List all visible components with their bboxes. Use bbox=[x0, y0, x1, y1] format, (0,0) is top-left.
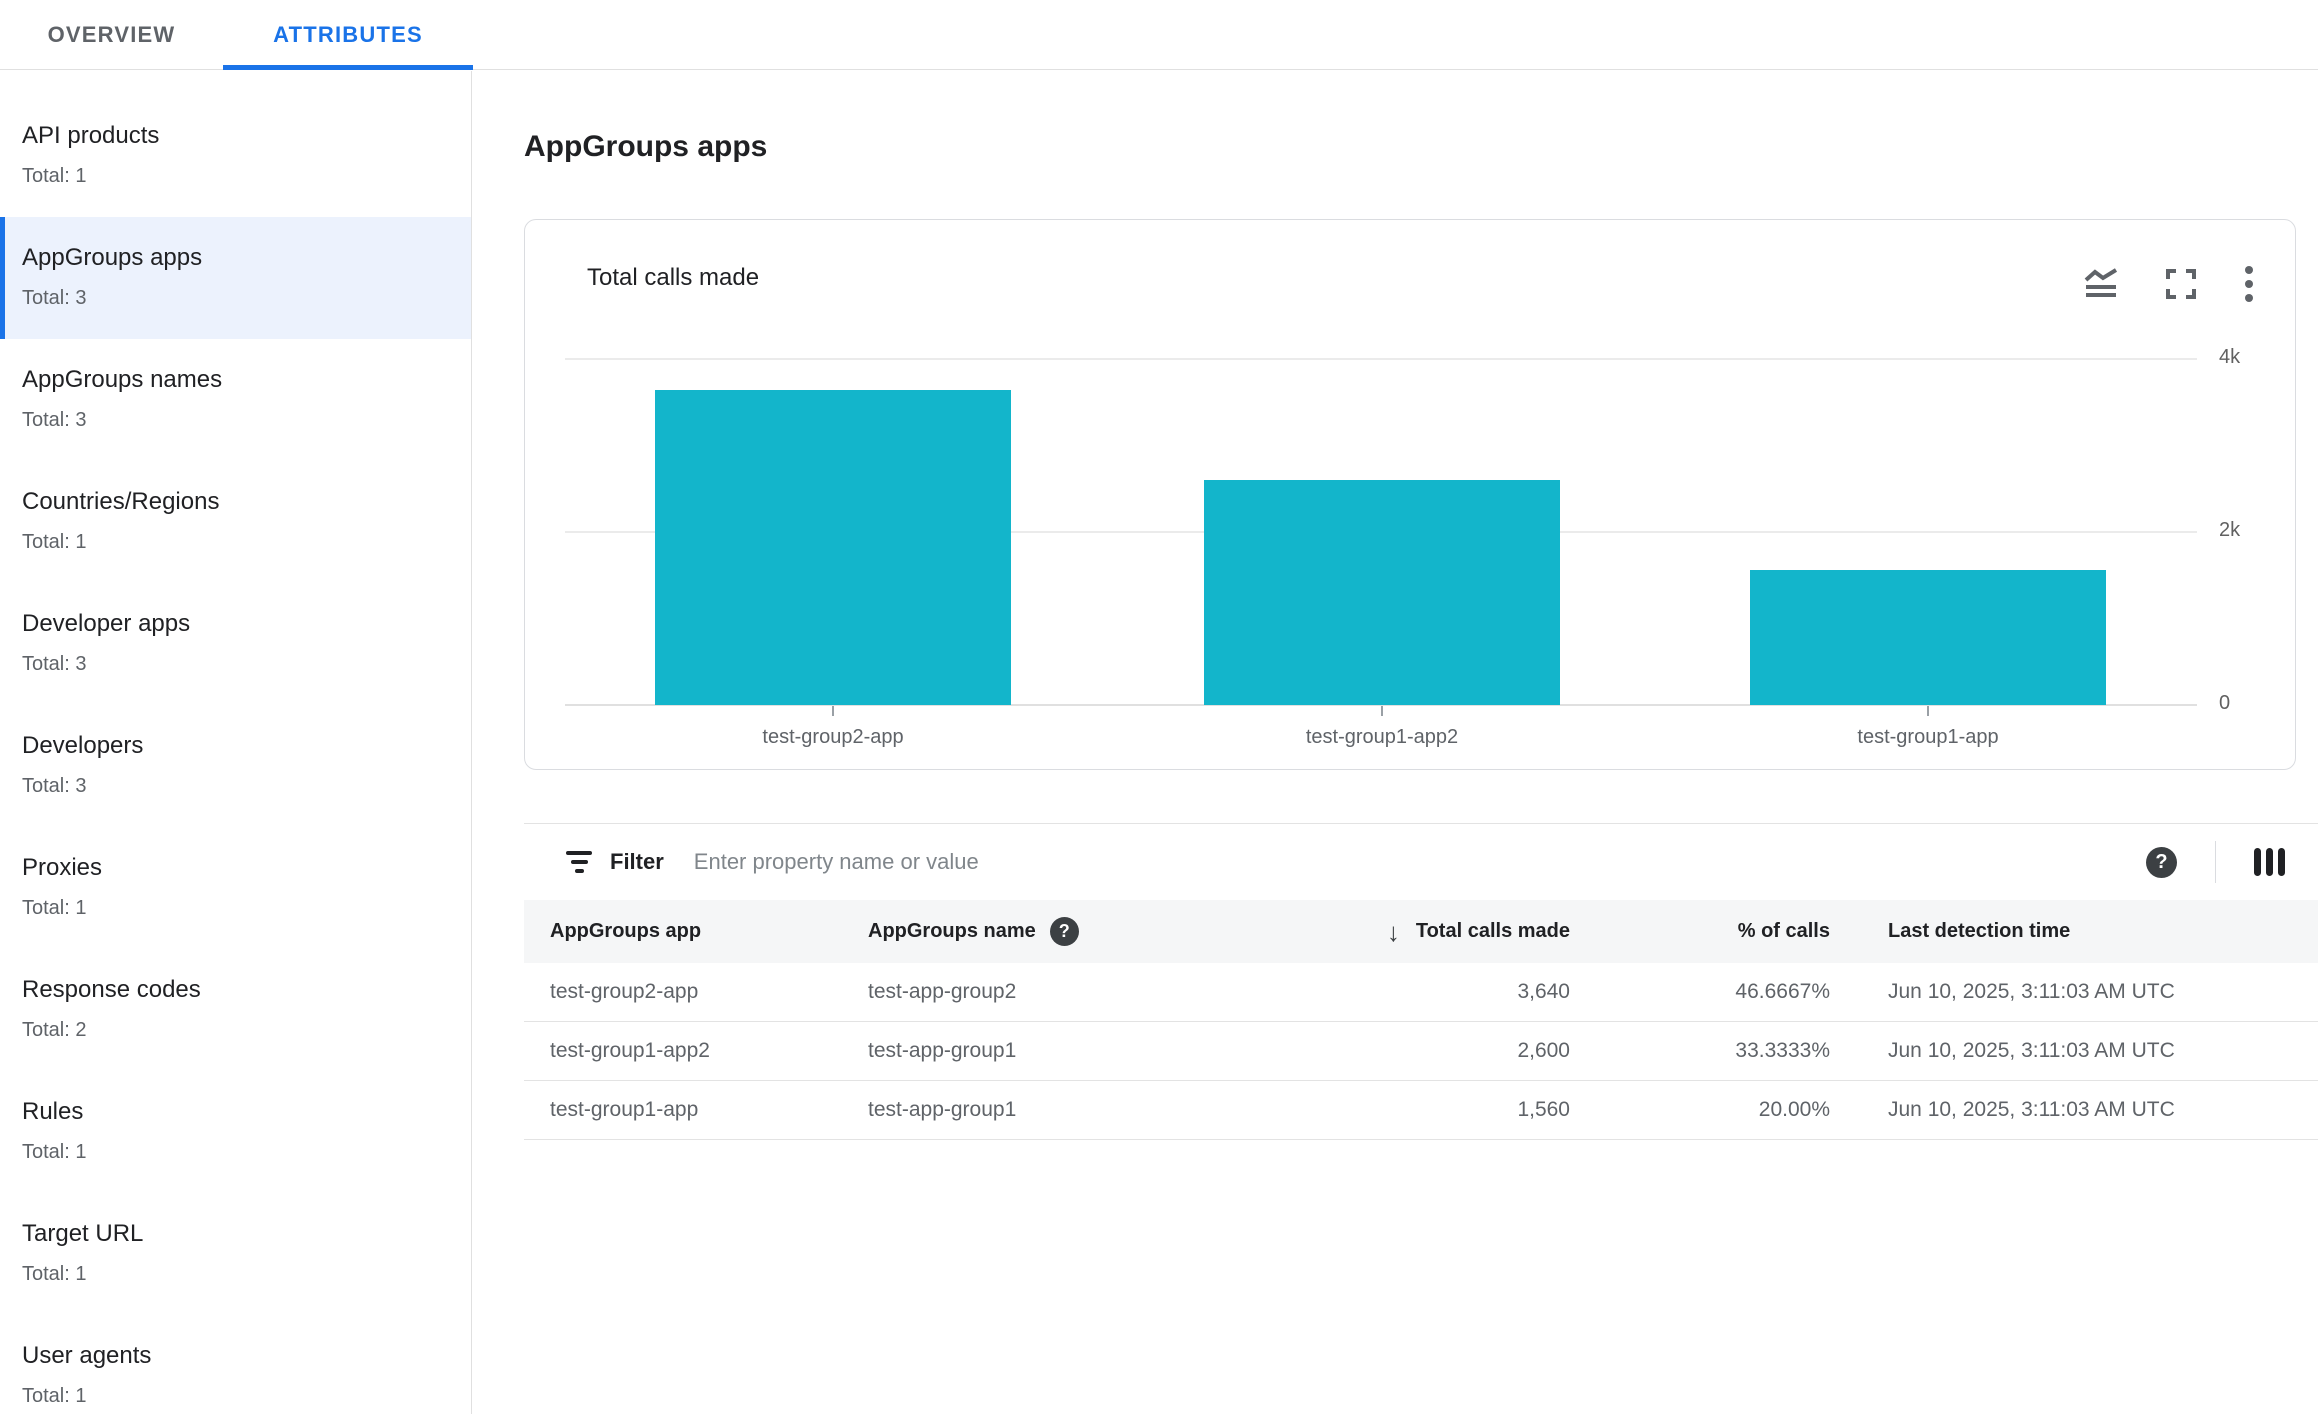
cell-appgroups-name: test-app-group2 bbox=[868, 980, 1017, 1003]
sidebar-item-proxies[interactable]: Proxies Total: 1 bbox=[0, 827, 471, 949]
cell-appgroups-app: test-group1-app bbox=[550, 1098, 699, 1121]
cell-last-detection-time: Jun 10, 2025, 3:11:03 AM UTC bbox=[1888, 1039, 2175, 1062]
sidebar-item-label: AppGroups names bbox=[22, 366, 223, 393]
filter-list-icon[interactable] bbox=[566, 851, 592, 873]
cell-total-calls: 1,560 bbox=[1517, 1098, 1570, 1121]
sidebar-item-label: AppGroups apps bbox=[22, 244, 203, 271]
sidebar-item-rules[interactable]: Rules Total: 1 bbox=[0, 1071, 471, 1193]
sidebar-item-countries-regions[interactable]: Countries/Regions Total: 1 bbox=[0, 461, 471, 583]
table-help-icon[interactable]: ? bbox=[2146, 846, 2177, 878]
x-axis-tick bbox=[832, 706, 834, 716]
sidebar-item-label: Target URL bbox=[22, 1220, 144, 1247]
sidebar-item-developer-apps[interactable]: Developer apps Total: 3 bbox=[0, 583, 471, 705]
column-header-label: Total calls made bbox=[1415, 920, 1570, 942]
sidebar-item-total: Total: 3 bbox=[22, 653, 87, 675]
page-title: AppGroups apps bbox=[524, 130, 768, 163]
column-display-icon[interactable] bbox=[2254, 848, 2285, 876]
attributes-sidebar: API products Total: 1 AppGroups apps Tot… bbox=[0, 71, 472, 1414]
x-axis-tick bbox=[1927, 706, 1929, 716]
table-row: test-group1-app2 test-app-group1 2,600 3… bbox=[524, 1022, 2318, 1081]
column-header-appgroups-name[interactable]: AppGroups name ? bbox=[868, 917, 1288, 946]
sidebar-item-user-agents[interactable]: User agents Total: 1 bbox=[0, 1315, 471, 1414]
x-axis-label-test-group1-app2: test-group1-app2 bbox=[1305, 726, 1459, 748]
filter-bar: Filter ? bbox=[524, 823, 2318, 900]
sidebar-item-total: Total: 1 bbox=[22, 165, 87, 187]
cell-total-calls: 2,600 bbox=[1517, 1039, 1570, 1062]
cell-last-detection-time: Jun 10, 2025, 3:11:03 AM UTC bbox=[1888, 980, 2175, 1003]
sidebar-item-total: Total: 1 bbox=[22, 1263, 87, 1285]
tab-attributes[interactable]: ATTRIBUTES bbox=[223, 0, 473, 70]
filter-label: Filter bbox=[610, 849, 664, 874]
sidebar-item-total: Total: 1 bbox=[22, 531, 87, 553]
tab-overview-label: OVERVIEW bbox=[47, 21, 176, 47]
table-row: test-group2-app test-app-group2 3,640 46… bbox=[524, 963, 2318, 1022]
appgroups-name-help-icon[interactable]: ? bbox=[1049, 917, 1079, 946]
tab-bar: OVERVIEW ATTRIBUTES bbox=[0, 0, 2318, 70]
column-header-total-calls[interactable]: ↓ Total calls made bbox=[1288, 919, 1570, 945]
tab-overview[interactable]: OVERVIEW bbox=[0, 0, 223, 69]
sidebar-item-total: Total: 1 bbox=[22, 897, 87, 919]
sidebar-item-api-products[interactable]: API products Total: 1 bbox=[0, 95, 471, 217]
sidebar-item-label: Response codes bbox=[22, 976, 201, 1003]
area-chart-icon[interactable] bbox=[2083, 268, 2119, 300]
x-axis-label-test-group2-app: test-group2-app bbox=[762, 726, 904, 748]
column-header-label: AppGroups name bbox=[868, 920, 1036, 942]
y-axis-tick-2k: 2k bbox=[2219, 519, 2241, 541]
cell-pct-of-calls: 20.00% bbox=[1758, 1098, 1830, 1121]
sidebar-item-label: Developers bbox=[22, 732, 144, 759]
sidebar-item-total: Total: 2 bbox=[22, 1019, 87, 1041]
cell-last-detection-time: Jun 10, 2025, 3:11:03 AM UTC bbox=[1888, 1098, 2175, 1121]
tab-attributes-label: ATTRIBUTES bbox=[273, 21, 423, 47]
cell-pct-of-calls: 46.6667% bbox=[1735, 980, 1830, 1003]
cell-appgroups-app: test-group2-app bbox=[550, 980, 699, 1003]
sidebar-item-label: API products bbox=[22, 122, 160, 149]
sidebar-item-total: Total: 1 bbox=[22, 1385, 87, 1407]
sidebar-item-developers[interactable]: Developers Total: 3 bbox=[0, 705, 471, 827]
chart-toolbar bbox=[2083, 264, 2255, 304]
cell-appgroups-app: test-group1-app2 bbox=[550, 1039, 710, 1062]
column-header-pct-of-calls[interactable]: % of calls bbox=[1737, 920, 1830, 942]
attributes-table-section: Filter ? AppGroups app AppGroups name ? … bbox=[524, 823, 2318, 1140]
sidebar-item-label: Countries/Regions bbox=[22, 488, 220, 515]
sidebar-item-total: Total: 3 bbox=[22, 409, 87, 431]
filter-input[interactable] bbox=[693, 849, 2146, 875]
sidebar-item-label: Proxies bbox=[22, 854, 103, 881]
table-header-row: AppGroups app AppGroups name ? ↓ Total c… bbox=[524, 900, 2318, 963]
sidebar-item-total: Total: 1 bbox=[22, 1141, 87, 1163]
sidebar-item-label: User agents bbox=[22, 1342, 152, 1369]
bar-test-group1-app[interactable] bbox=[1750, 570, 2106, 705]
column-header-last-detection-time[interactable]: Last detection time bbox=[1888, 920, 2071, 942]
y-axis-tick-0: 0 bbox=[2219, 692, 2231, 714]
cell-total-calls: 3,640 bbox=[1517, 980, 1570, 1003]
sidebar-item-response-codes[interactable]: Response codes Total: 2 bbox=[0, 949, 471, 1071]
x-axis-label-test-group1-app: test-group1-app bbox=[1857, 726, 1999, 748]
total-calls-chart-card: Total calls made 4k 2k 0 test-group2-app… bbox=[524, 219, 2296, 770]
bar-test-group1-app2[interactable] bbox=[1204, 480, 1560, 705]
bar-test-group2-app[interactable] bbox=[655, 390, 1011, 705]
sidebar-item-label: Developer apps bbox=[22, 610, 191, 637]
gridline-4k bbox=[565, 358, 2197, 360]
cell-pct-of-calls: 33.3333% bbox=[1735, 1039, 1830, 1062]
sort-descending-icon[interactable]: ↓ bbox=[1386, 916, 1400, 947]
toolbar-divider bbox=[2215, 841, 2216, 883]
y-axis-tick-4k: 4k bbox=[2219, 346, 2241, 368]
chart-title: Total calls made bbox=[587, 264, 760, 291]
fullscreen-icon[interactable] bbox=[2165, 268, 2197, 300]
more-vert-icon[interactable] bbox=[2243, 264, 2255, 304]
sidebar-item-appgroups-names[interactable]: AppGroups names Total: 3 bbox=[0, 339, 471, 461]
table-row: test-group1-app test-app-group1 1,560 20… bbox=[524, 1081, 2318, 1140]
cell-appgroups-name: test-app-group1 bbox=[868, 1039, 1017, 1062]
x-axis-tick bbox=[1381, 706, 1383, 716]
sidebar-item-total: Total: 3 bbox=[22, 775, 87, 797]
sidebar-item-label: Rules bbox=[22, 1098, 84, 1125]
gridline-0 bbox=[565, 704, 2197, 706]
sidebar-item-target-url[interactable]: Target URL Total: 1 bbox=[0, 1193, 471, 1315]
column-header-appgroups-app[interactable]: AppGroups app bbox=[550, 920, 702, 942]
sidebar-item-total: Total: 3 bbox=[22, 287, 87, 309]
cell-appgroups-name: test-app-group1 bbox=[868, 1098, 1017, 1121]
sidebar-item-appgroups-apps[interactable]: AppGroups apps Total: 3 bbox=[0, 217, 471, 339]
